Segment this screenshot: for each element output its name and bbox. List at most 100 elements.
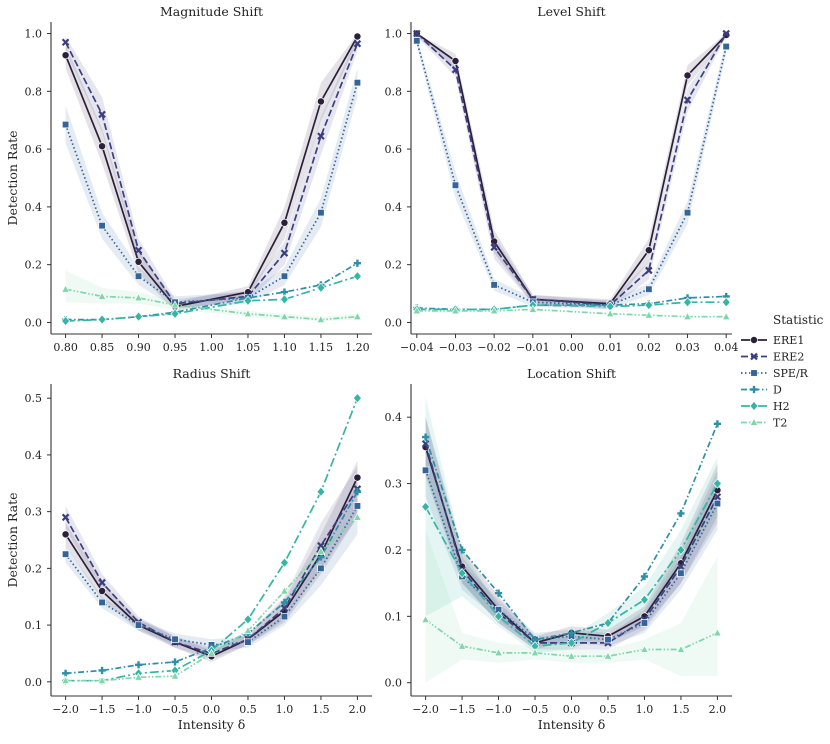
data-point-ere2 bbox=[61, 513, 70, 522]
data-point-d bbox=[353, 259, 362, 267]
data-point-ere2 bbox=[713, 493, 722, 501]
data-point-h2 bbox=[683, 297, 692, 308]
data-point-h2 bbox=[639, 594, 649, 605]
data-point-spe-r bbox=[413, 37, 421, 45]
data-point-ere2 bbox=[451, 65, 460, 74]
y-tick-label: 0.0 bbox=[385, 677, 403, 690]
data-point-t2 bbox=[61, 675, 70, 685]
data-point-t2 bbox=[207, 648, 216, 657]
ci-band-spe-r bbox=[65, 68, 358, 308]
y-tick-label: 0.0 bbox=[385, 316, 403, 329]
x-tick-label: 1.5 bbox=[672, 703, 690, 716]
x-tick-label: −0.03 bbox=[439, 341, 473, 354]
series-line-ere2 bbox=[64, 41, 359, 305]
data-point-spe-r bbox=[61, 120, 70, 129]
panel-3: −2.0 −1.5 −1.0 −0.5 0.0 0.5 1.0 1.5 2.0 0.0 0.1 0.2… bbox=[5, 366, 372, 732]
panel-4: −2.0 −1.5 −1.0 −0.5 0.0 0.5 1.0 1.5 2.0 0.0 0.1 0.2… bbox=[385, 366, 732, 732]
data-point-spe-r bbox=[353, 79, 362, 87]
data-point-ere1 bbox=[353, 32, 362, 41]
ci-band-ere2 bbox=[416, 33, 727, 310]
data-point-spe-r bbox=[722, 42, 730, 51]
panel-title: Level Shift bbox=[537, 4, 605, 19]
y-tick-label: 1.0 bbox=[25, 28, 43, 41]
data-point-t2 bbox=[316, 314, 326, 323]
data-point-h2 bbox=[721, 297, 731, 308]
panel-title: Magnitude Shift bbox=[160, 4, 263, 19]
data-point-spe-r bbox=[421, 466, 430, 474]
data-point-d bbox=[171, 658, 179, 666]
data-point-h2 bbox=[243, 295, 253, 306]
x-tick-label: 1.5 bbox=[312, 703, 330, 716]
data-point-spe-r bbox=[280, 272, 289, 280]
data-point-d bbox=[713, 420, 722, 428]
y-tick-label: 0.2 bbox=[385, 259, 403, 272]
x-tick-label: −2.0 bbox=[52, 703, 79, 716]
legend-label: ERE2 bbox=[773, 351, 804, 364]
data-point-spe-r bbox=[134, 272, 143, 280]
data-point-t2 bbox=[451, 306, 460, 315]
ci-band-ere2 bbox=[425, 417, 718, 650]
panel-2: −0.04 −0.03 −0.02 −0.01 0.00 0.01 0.02 0.03 0.04… bbox=[385, 4, 739, 354]
data-point-ere2 bbox=[353, 39, 362, 48]
data-point-ere1 bbox=[316, 97, 325, 106]
y-tick-label: 0.2 bbox=[25, 259, 43, 272]
y-tick-label: 1.0 bbox=[385, 28, 403, 41]
x-tick-label: 0.0 bbox=[563, 703, 581, 716]
data-point-spe-r bbox=[280, 612, 289, 621]
series-line-d bbox=[424, 423, 719, 641]
data-point-spe-r bbox=[490, 281, 498, 289]
data-point-d bbox=[567, 629, 576, 637]
data-point-ere1 bbox=[353, 473, 362, 482]
data-point-t2 bbox=[640, 644, 649, 653]
x-tick-label: 0.90 bbox=[126, 341, 151, 354]
data-point-h2 bbox=[97, 314, 107, 325]
data-point-spe-r bbox=[98, 222, 106, 230]
data-point-ere1 bbox=[683, 71, 692, 80]
series-line-ere2 bbox=[64, 488, 359, 655]
data-point-ere2 bbox=[280, 604, 289, 612]
legend-title: Statistic bbox=[773, 313, 824, 327]
x-tick-label: −0.02 bbox=[477, 341, 511, 354]
data-point-t2 bbox=[489, 306, 499, 315]
legend-item-ere2: ERE2 bbox=[741, 351, 804, 364]
data-point-h2 bbox=[316, 282, 326, 293]
x-tick-label: 0.03 bbox=[675, 341, 700, 354]
ci-band-t2 bbox=[65, 270, 358, 321]
series-line-ere1 bbox=[416, 32, 727, 305]
data-point-h2 bbox=[421, 501, 431, 512]
x-tick-label: −2.0 bbox=[412, 703, 439, 716]
data-point-t2 bbox=[243, 626, 253, 635]
data-point-h2 bbox=[279, 557, 289, 568]
x-tick-label: −1.5 bbox=[449, 703, 476, 716]
y-tick-label: 0.6 bbox=[385, 143, 403, 156]
data-point-d bbox=[458, 546, 466, 554]
x-tick-label: 0.5 bbox=[599, 703, 617, 716]
y-axis-label: Detection Rate bbox=[5, 131, 20, 226]
data-point-h2 bbox=[494, 611, 504, 622]
data-point-h2 bbox=[603, 617, 613, 629]
x-tick-label: 0.04 bbox=[714, 341, 739, 354]
x-tick-label: −0.5 bbox=[522, 703, 549, 716]
y-tick-label: 0.6 bbox=[25, 143, 43, 156]
series-line-t2 bbox=[416, 308, 727, 318]
data-point-ere2 bbox=[490, 243, 498, 252]
y-tick-label: 0.0 bbox=[25, 316, 43, 329]
y-tick-label: 0.3 bbox=[25, 506, 43, 519]
x-tick-label: −1.0 bbox=[125, 703, 152, 716]
data-point-h2 bbox=[457, 568, 467, 579]
legend-item-t2: T2 bbox=[741, 417, 787, 430]
x-tick-label: −0.5 bbox=[162, 703, 189, 716]
y-tick-label: 0.0 bbox=[25, 676, 43, 689]
data-point-d bbox=[494, 589, 503, 597]
legend-marker bbox=[750, 336, 758, 344]
series-line-d bbox=[65, 491, 359, 675]
y-tick-label: 0.4 bbox=[25, 449, 43, 462]
data-point-t2 bbox=[280, 586, 289, 595]
data-point-ere1 bbox=[280, 218, 289, 227]
data-point-t2 bbox=[567, 651, 576, 660]
data-point-h2 bbox=[644, 299, 654, 311]
y-tick-label: 0.1 bbox=[385, 610, 403, 623]
data-point-spe-r bbox=[713, 499, 722, 508]
data-point-t2 bbox=[412, 306, 422, 315]
